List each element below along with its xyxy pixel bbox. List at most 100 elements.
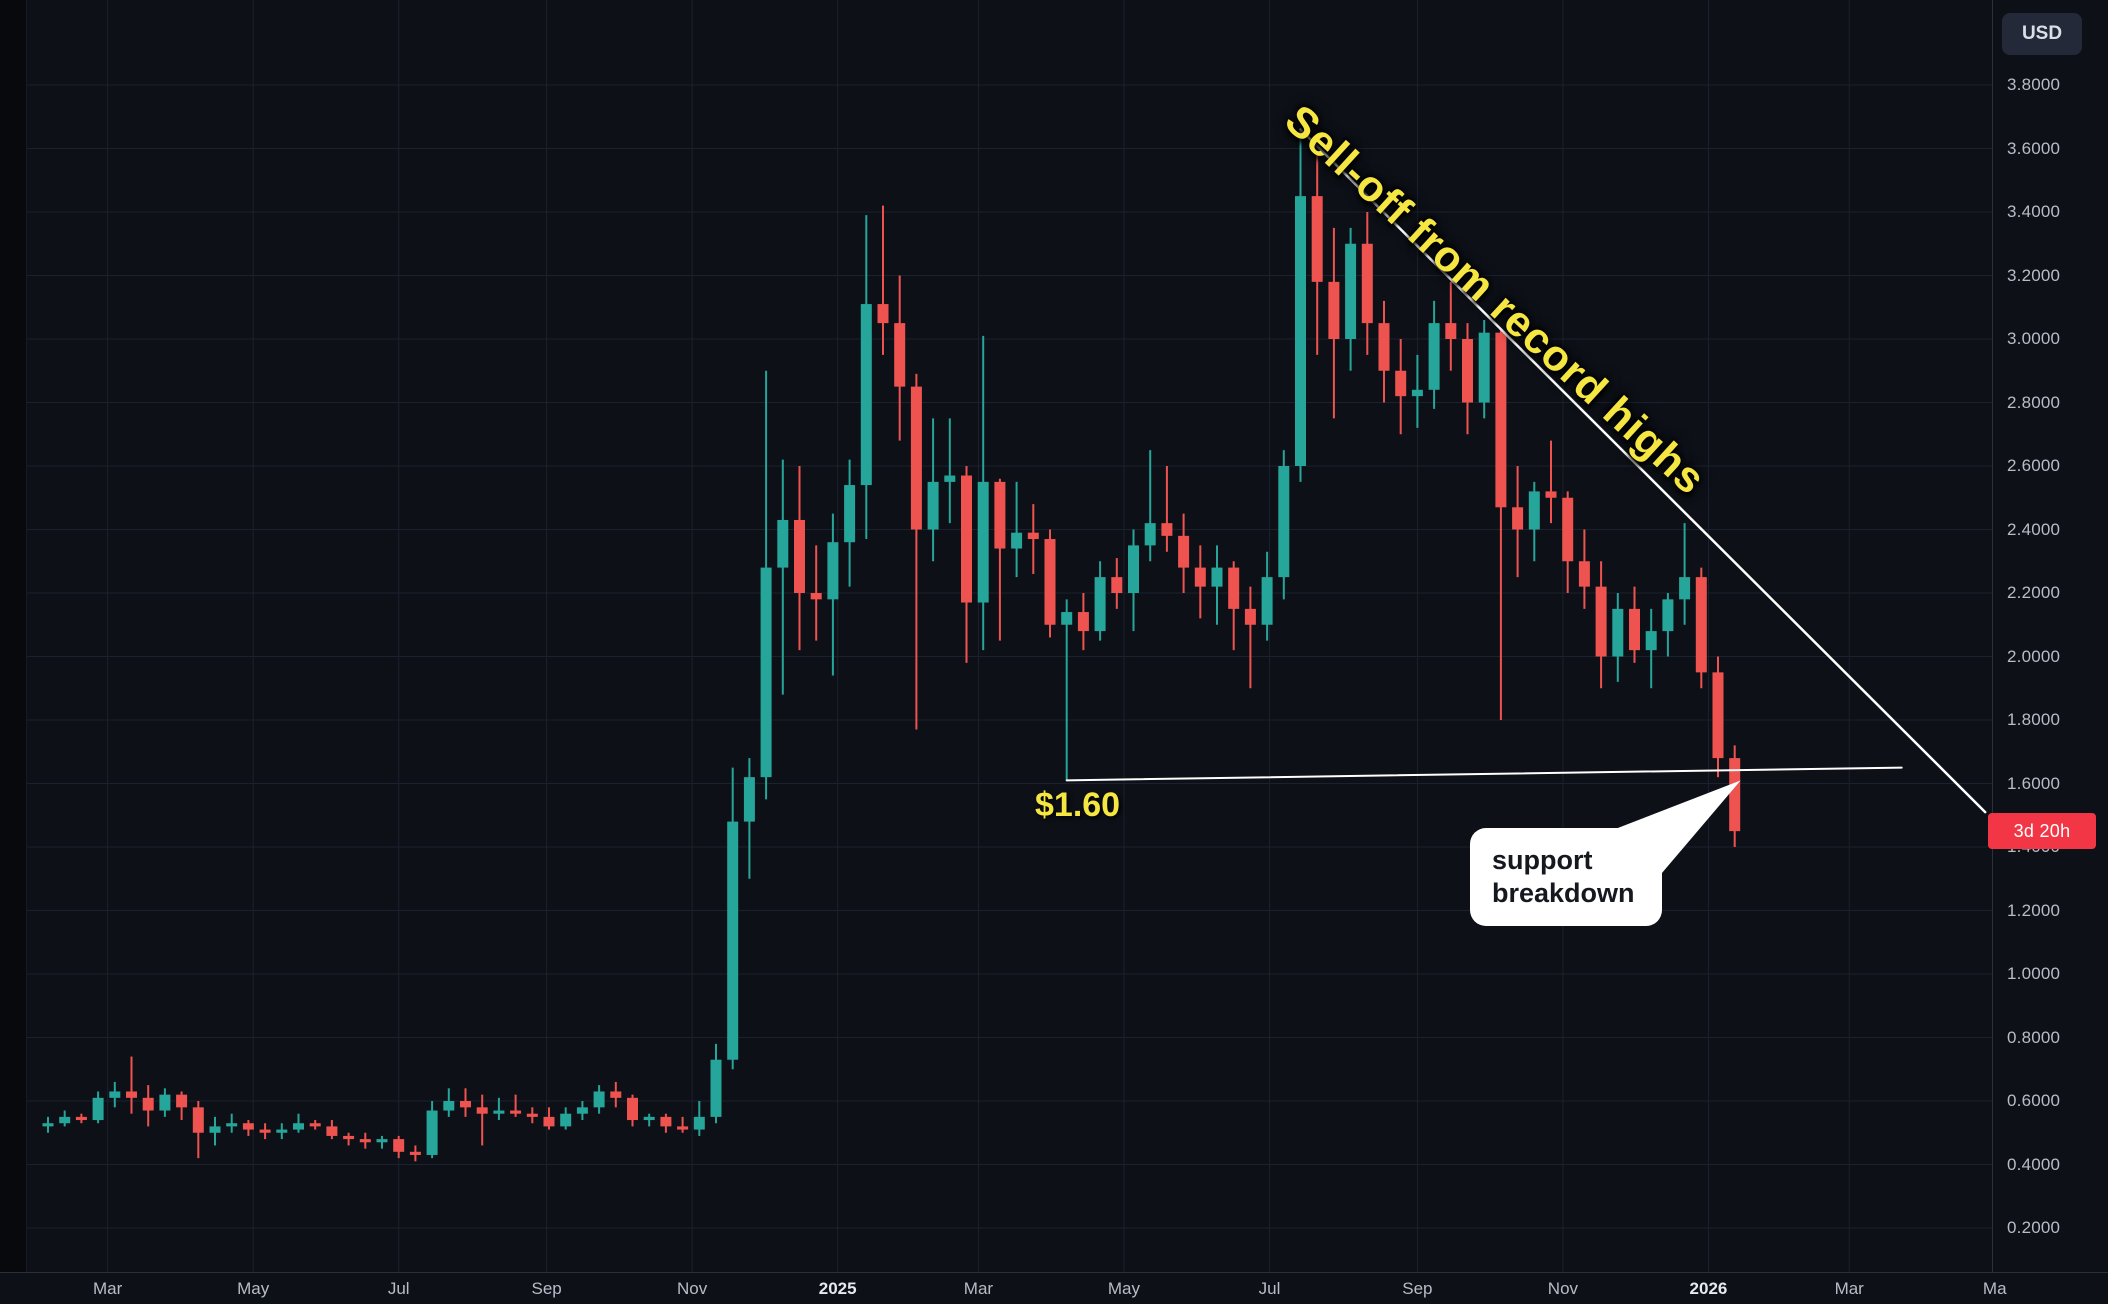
price-axis-label: 0.6000 [2007, 1091, 2061, 1110]
time-axis-label: Ma [1982, 1279, 2007, 1298]
price-axis-label: 2.4000 [2007, 519, 2061, 539]
bar-countdown-badge: 3d 20h [1988, 813, 2096, 850]
price-axis-label: 3.8000 [2007, 75, 2061, 94]
time-axis-label: 2026 [1689, 1279, 1728, 1298]
candle-body [293, 1123, 304, 1130]
candle-body [1478, 332, 1490, 403]
candle-body [460, 1101, 471, 1108]
price-axis-label: 0.2000 [2007, 1218, 2061, 1237]
candle-body [192, 1107, 204, 1133]
candle-body [1428, 323, 1440, 390]
candle-body [326, 1126, 338, 1136]
candle-body [1061, 612, 1073, 625]
candle-body [1278, 466, 1290, 578]
candle-body [526, 1113, 538, 1117]
support-price-label[interactable]: $1.60 [1035, 786, 1121, 824]
candle-body [543, 1116, 555, 1127]
price-axis-label: 2.6000 [2007, 456, 2061, 475]
candle-body [994, 481, 1006, 549]
downtrend-line[interactable] [1299, 128, 1987, 814]
candle-body [343, 1135, 355, 1140]
candle-body [593, 1091, 605, 1108]
price-axis-label: 3.4000 [2007, 202, 2061, 221]
candle-body [510, 1110, 522, 1114]
candle-body [476, 1107, 488, 1114]
candle-body [827, 542, 839, 600]
candle-body [1144, 523, 1156, 546]
candle-body [1044, 539, 1056, 625]
price-axis-label: 3.2000 [2007, 265, 2061, 285]
time-axis-label: May [237, 1279, 270, 1298]
price-axis-label: 0.4000 [2007, 1154, 2061, 1174]
candle-body [810, 593, 822, 600]
candle-body [560, 1113, 572, 1127]
candle-body [627, 1097, 638, 1121]
time-axis-label: Sep [1402, 1279, 1433, 1298]
candle-body [743, 777, 755, 822]
candle-body [493, 1110, 505, 1114]
callout-line-2: breakdown [1492, 878, 1635, 908]
time-axis-label: Sep [531, 1279, 562, 1298]
time-axis-label: Nov [1547, 1279, 1579, 1298]
candle-body [176, 1094, 188, 1108]
candle-body [42, 1123, 54, 1127]
support-line[interactable] [1065, 766, 1903, 782]
price-axis-label: 1.8000 [2007, 710, 2061, 729]
candle-body [944, 475, 956, 482]
candle-body [159, 1094, 171, 1111]
price-axis-label: 2.8000 [2007, 392, 2061, 412]
candle-body [1595, 586, 1607, 657]
candle-body [1345, 243, 1357, 339]
candle-body [109, 1091, 121, 1098]
candle-body [226, 1123, 238, 1127]
candle-body [1094, 577, 1106, 632]
candle-body [1712, 672, 1724, 759]
candle-body [1411, 389, 1423, 397]
candle-body [443, 1101, 455, 1111]
callout-line-1: support [1492, 845, 1593, 876]
time-axis-label: Mar [963, 1279, 994, 1298]
candle-body [1512, 507, 1524, 530]
candle-body [727, 821, 739, 1060]
candle-body [844, 485, 856, 543]
candle-body [142, 1097, 154, 1111]
candle-body [961, 475, 972, 603]
candle-body [877, 304, 889, 324]
candle-body [1328, 281, 1340, 339]
candle-body [910, 386, 922, 530]
candle-body [1545, 491, 1557, 498]
candle-body [1128, 545, 1139, 593]
support-breakdown-callout[interactable]: support breakdown [1470, 828, 1662, 926]
candle-body [242, 1123, 254, 1130]
candle-body [276, 1129, 288, 1133]
candle-body [1378, 323, 1390, 371]
candle-body [1562, 497, 1574, 562]
candle-body [1578, 561, 1590, 587]
candle-body [309, 1123, 321, 1127]
candle-body [1295, 196, 1306, 466]
candle-body [660, 1116, 672, 1127]
candle-body [610, 1091, 622, 1098]
candle-body [1077, 612, 1089, 632]
candle-body [1462, 339, 1473, 403]
candle-body [1027, 532, 1039, 540]
candle-body [409, 1151, 421, 1155]
left-edge-strip [0, 0, 27, 1304]
time-axis[interactable]: Mar May Jul Sep Nov 2025 Mar May Jul Sep Nov 2026 Ma… [0, 1272, 2108, 1304]
candle-body [1011, 532, 1023, 549]
candle-body [777, 519, 789, 568]
candle-body [1662, 599, 1674, 632]
price-axis-label: 0.8000 [2007, 1027, 2061, 1047]
price-axis-label: 3.0000 [2007, 329, 2061, 348]
candle-body [1645, 631, 1657, 651]
currency-toggle-button[interactable]: USD [2002, 13, 2082, 55]
price-axis-label: 1.0000 [2007, 964, 2061, 983]
candle-body [1612, 608, 1624, 657]
candle-body [710, 1059, 722, 1117]
candle-body [359, 1139, 371, 1143]
candle-body [209, 1126, 221, 1133]
candle-body [259, 1129, 271, 1133]
candle-body [59, 1116, 71, 1124]
price-axis[interactable]: 3.8000 3.6000 3.4000 3.2000 3.0000 2.8000 2.60… [1992, 0, 2108, 1272]
